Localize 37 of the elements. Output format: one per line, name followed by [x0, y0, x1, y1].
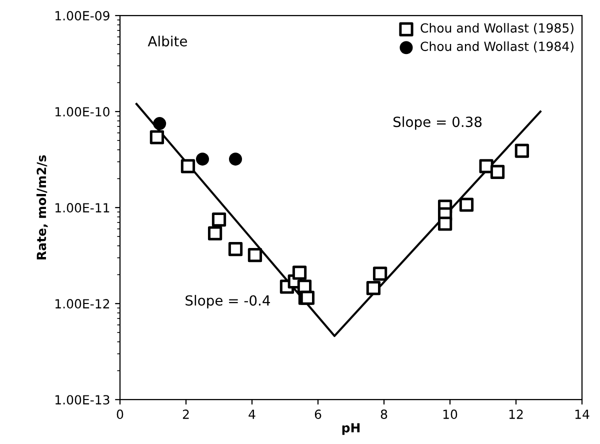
x-tick-label: 4: [248, 410, 256, 419]
y-tick-label: 1.00E-12: [56, 299, 110, 309]
point: [208, 226, 222, 240]
annotation: Slope = 0.38: [393, 116, 482, 130]
point: [196, 152, 210, 166]
point: [228, 242, 243, 256]
legend-label: Chou and Wollast (1985): [420, 23, 574, 34]
y-tick-label: 1.00E-11: [56, 203, 110, 212]
point: [459, 198, 474, 212]
y-tick-label: 1.00E-10: [56, 107, 110, 116]
point: [514, 144, 529, 158]
y-tick-label: 1.00E-09: [56, 11, 110, 20]
legend-label: Chou and Wollast (1984): [420, 41, 574, 53]
x-tick-label: 6: [314, 410, 322, 419]
x-tick-label: 2: [182, 410, 189, 419]
point: [438, 216, 452, 231]
point: [153, 117, 166, 130]
x-tick-label: 0: [116, 410, 124, 419]
y-tick-label: 1.00E-13: [56, 395, 110, 405]
point: [180, 159, 196, 174]
point: [248, 248, 262, 262]
x-tick-label: 14: [575, 410, 590, 419]
point: [366, 281, 380, 296]
point: [292, 266, 307, 280]
point: [479, 159, 494, 174]
y-axis-title: Rate, mol/m2/s: [36, 155, 48, 260]
annotation: Albite: [148, 36, 188, 46]
point: [150, 130, 164, 144]
point: [490, 164, 505, 179]
point: [228, 152, 242, 166]
point: [372, 266, 388, 281]
point: [212, 212, 226, 227]
x-tick-label: 12: [509, 410, 523, 419]
x-tick-label: 10: [443, 410, 458, 419]
annotation: Slope = -0.4: [186, 294, 270, 308]
x-axis-title: pH: [342, 423, 360, 435]
x-tick-label: 8: [380, 410, 388, 419]
